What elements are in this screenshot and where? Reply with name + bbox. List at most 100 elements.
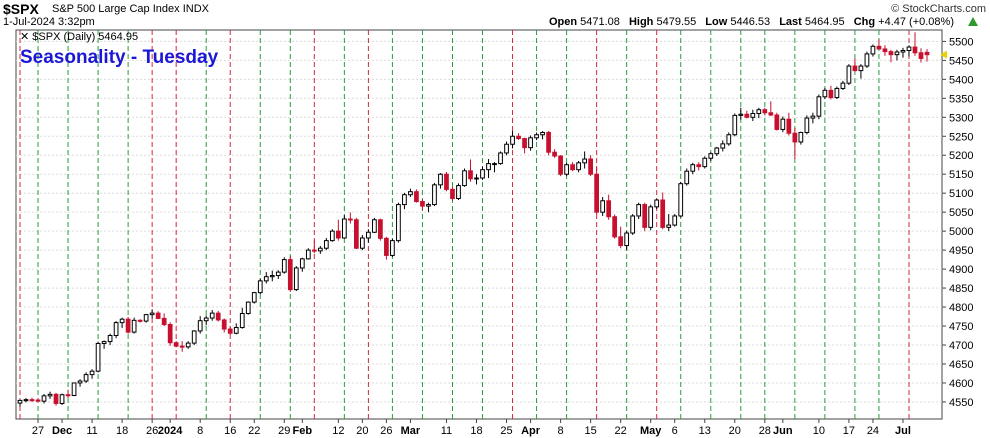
y-tick-label: 5450: [949, 55, 973, 67]
candle-body-down: [588, 158, 593, 175]
candle: [348, 212, 353, 224]
candle-body-down: [642, 204, 648, 228]
candle: [95, 341, 101, 373]
x-tick-label: Dec: [52, 425, 72, 437]
candle: [864, 51, 870, 68]
candle: [167, 322, 173, 346]
candle-body-down: [29, 399, 35, 402]
y-tick-label: 4900: [949, 264, 973, 276]
candle: [474, 174, 479, 185]
candle: [636, 202, 642, 219]
candle-body-down: [420, 201, 425, 207]
y-tick-label: 4950: [949, 245, 973, 257]
candle-body-up: [738, 113, 744, 116]
candle-body-up: [390, 240, 395, 256]
candle: [900, 47, 906, 58]
candle: [738, 107, 744, 120]
candle-body-up: [107, 335, 113, 343]
candle-body-down: [137, 319, 143, 322]
candle: [648, 204, 654, 231]
candle: [450, 186, 455, 201]
ohlc-readout: Open 5471.08 High 5479.55 Low 5446.53 La…: [549, 16, 960, 28]
x-tick-label: 18: [116, 425, 128, 437]
candle-body-down: [450, 188, 455, 200]
candle: [372, 217, 377, 234]
candle-body-up: [119, 318, 125, 324]
candle: [456, 183, 461, 201]
candle: [876, 39, 882, 50]
candle-body-down: [558, 155, 563, 175]
candle: [113, 321, 119, 339]
candle-body-up: [486, 163, 491, 171]
candle: [23, 398, 29, 403]
candle: [275, 270, 281, 279]
x-tick-label: 8: [558, 425, 564, 437]
candle-body-up: [504, 143, 509, 154]
candle: [396, 202, 401, 243]
candle-body-up: [678, 183, 684, 217]
candle: [378, 218, 383, 241]
candle-body-down: [35, 399, 41, 402]
x-tick-label: 25: [500, 425, 512, 437]
candle-body-up: [456, 185, 461, 200]
candle-body-up: [47, 393, 53, 397]
candle: [684, 168, 690, 186]
x-axis: 27 Dec 11 18 26 2024 8 16 22 29 Feb 12 20 26 Mar 11 18 25…: [32, 419, 911, 437]
candle-body-up: [840, 82, 846, 89]
candle-body-up: [149, 312, 155, 316]
candle: [834, 86, 840, 100]
candle-body-down: [612, 216, 618, 238]
candle-body-up: [474, 177, 479, 180]
candle: [426, 202, 431, 213]
open-label: Open: [548, 16, 578, 28]
x-tick-label: Jul: [895, 425, 911, 437]
candle: [828, 85, 834, 100]
candle-body-up: [143, 314, 149, 322]
chg-label: Chg: [853, 16, 876, 28]
chg-value: +4.47 (+0.08%): [878, 16, 954, 28]
candle-body-up: [582, 158, 587, 164]
candle: [888, 49, 894, 63]
candle-body-down: [696, 164, 702, 168]
y-tick-label: 5100: [949, 188, 973, 200]
candle: [281, 257, 287, 274]
last-price-pointer: [940, 50, 947, 59]
candle: [239, 307, 245, 329]
candle-body-up: [257, 280, 263, 294]
candle-body-up: [101, 341, 107, 344]
candle-body-down: [876, 45, 882, 50]
candle: [71, 382, 77, 397]
candle: [816, 94, 822, 120]
candle-body-up: [263, 276, 269, 282]
candle-body-up: [396, 204, 401, 242]
candle-body-up: [684, 170, 690, 185]
candle-body-down: [774, 114, 780, 130]
candle-body-down: [594, 173, 599, 213]
candle: [335, 219, 341, 241]
candle-body-down: [828, 89, 834, 99]
candle-body-up: [209, 312, 215, 319]
candle-body-down: [516, 135, 521, 140]
candle-body-up: [822, 89, 828, 98]
x-tick-label: Feb: [293, 425, 313, 437]
candle-body-up: [726, 134, 732, 145]
candle: [185, 341, 191, 349]
candle-body-up: [864, 53, 870, 67]
x-tick-label: 22: [248, 425, 260, 437]
candle: [65, 389, 71, 399]
candle-body-up: [750, 112, 756, 118]
candle: [840, 80, 846, 90]
candle: [47, 391, 53, 399]
candle-body-down: [660, 199, 666, 228]
candle-body-up: [702, 157, 708, 168]
candle-body-up: [432, 184, 437, 206]
candle: [35, 398, 41, 403]
candle: [540, 130, 545, 140]
x-tick-label: 26: [146, 425, 158, 437]
y-tick-label: 4850: [949, 283, 973, 295]
candle-body-up: [323, 240, 329, 249]
candle-body-down: [167, 324, 173, 344]
candle: [756, 107, 762, 119]
y-axis: 4550 4600 4650 4700 4750 4800 4850 4900 4950 5000…: [942, 36, 973, 409]
candle: [576, 160, 581, 173]
